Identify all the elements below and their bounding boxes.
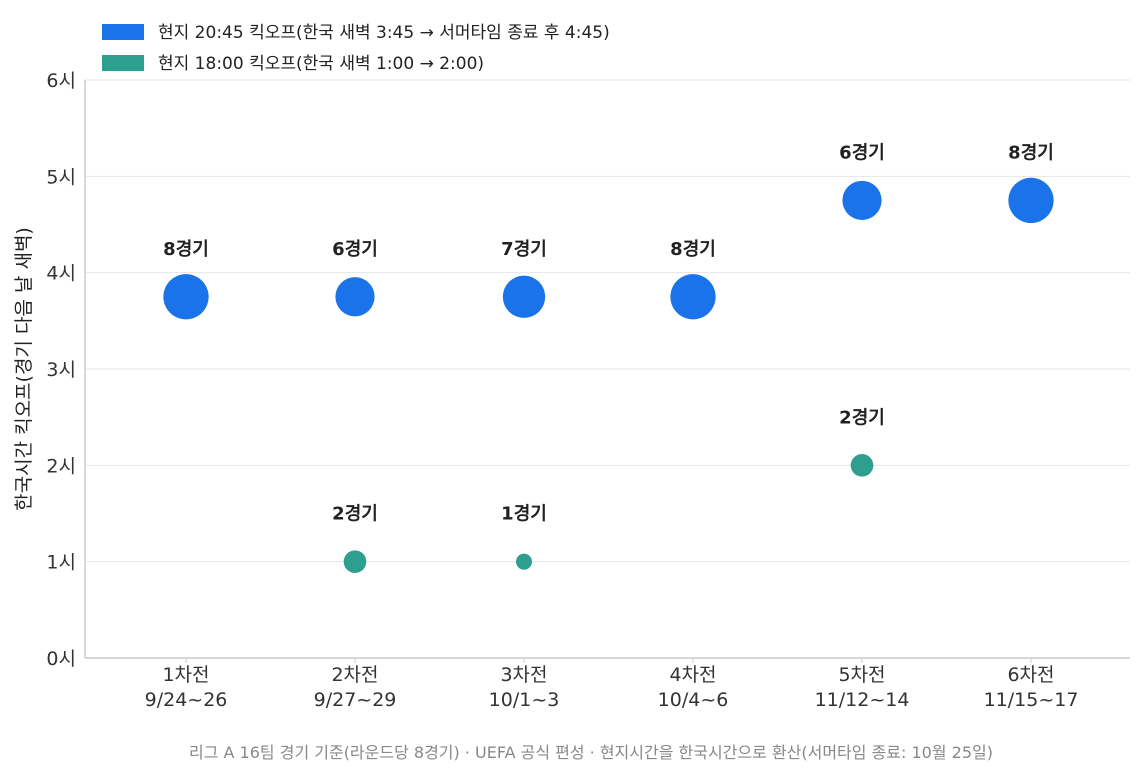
data-point-series-1 <box>670 274 716 320</box>
y-gridlines <box>85 79 1130 563</box>
data-point-series-1 <box>842 180 882 221</box>
data-label: 7경기 <box>501 239 547 260</box>
data-label: 8경기 <box>1008 142 1054 163</box>
x-tick-round: 3차전 <box>500 664 547 686</box>
y-tick-label: 3시 <box>46 359 76 381</box>
x-tick-dates: 10/4~6 <box>658 689 729 711</box>
x-tick-round: 1차전 <box>162 664 209 686</box>
legend-swatch-2 <box>102 55 144 71</box>
chart-axes <box>84 80 1130 659</box>
data-point-series-1 <box>502 275 546 318</box>
legend-label-1: 현지 20:45 킥오프(한국 새벽 3:45 → 서머타임 종료 후 4:45… <box>158 23 610 43</box>
y-axis-label: 한국시간 킥오프(경기 다음 날 새벽) <box>13 227 35 511</box>
x-tick-dates: 9/27~29 <box>314 689 397 711</box>
y-tick-label: 6시 <box>46 70 76 92</box>
x-tick-round: 2차전 <box>331 664 378 686</box>
data-label: 8경기 <box>163 239 209 260</box>
y-tick-label: 0시 <box>46 648 76 670</box>
x-tick-round: 5차전 <box>838 664 885 686</box>
x-tick-round: 4차전 <box>669 664 716 686</box>
data-label: 8경기 <box>670 239 716 260</box>
data-points <box>163 177 1054 573</box>
data-label: 2경기 <box>839 407 885 428</box>
y-tick-label: 5시 <box>46 166 76 188</box>
data-label: 2경기 <box>332 504 378 525</box>
data-label: 6경기 <box>332 239 378 260</box>
x-tick-dates: 11/15~17 <box>984 689 1079 711</box>
y-tick-label: 2시 <box>46 455 76 477</box>
x-tick-dates: 10/1~3 <box>489 689 560 711</box>
legend-label-2: 현지 18:00 킥오프(한국 새벽 1:00 → 2:00) <box>158 54 484 74</box>
data-labels: 8경기 6경기 7경기 8경기 6경기 8경기 2경기 1경기 2경기 <box>163 142 1054 524</box>
data-point-series-2 <box>850 454 874 477</box>
data-point-series-1 <box>1008 177 1054 224</box>
footnote: 리그 A 16팀 경기 기준(라운드당 8경기) · UEFA 공식 편성 · … <box>189 743 993 762</box>
x-tick-dates: 9/24~26 <box>145 689 228 711</box>
chart-legend: 현지 20:45 킥오프(한국 새벽 3:45 → 서머타임 종료 후 4:45… <box>102 23 610 74</box>
data-point-series-1 <box>163 274 209 320</box>
data-label: 1경기 <box>501 504 547 525</box>
data-point-series-2 <box>516 553 532 570</box>
x-tick-round: 6차전 <box>1007 664 1054 686</box>
y-tick-label: 1시 <box>46 552 76 574</box>
legend-swatch-1 <box>102 24 144 40</box>
x-tick-labels: 1차전 9/24~26 2차전 9/27~29 3차전 10/1~3 4차전 10/4~6 5차… <box>145 658 1079 711</box>
data-point-series-2 <box>343 550 367 573</box>
data-point-series-1 <box>335 277 375 317</box>
x-tick-dates: 11/12~14 <box>815 689 910 711</box>
y-tick-label: 4시 <box>46 263 76 285</box>
data-label: 6경기 <box>839 142 885 163</box>
y-tick-labels: 0시 1시 2시 3시 4시 5시 6시 <box>46 70 76 670</box>
